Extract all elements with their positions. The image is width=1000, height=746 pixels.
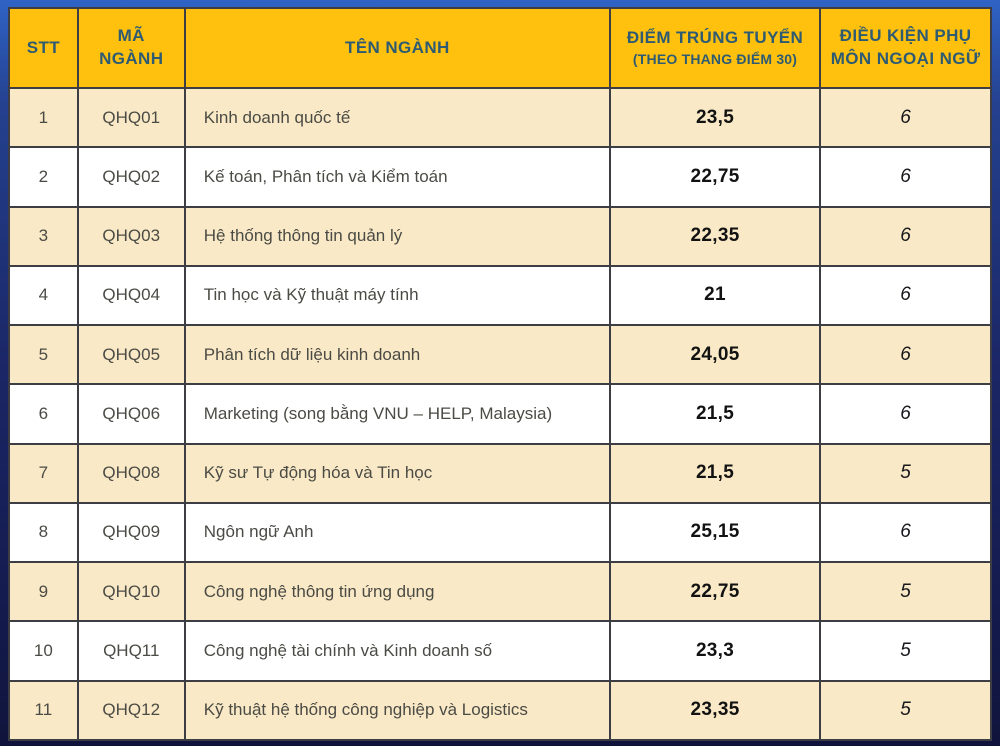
- cell-diem: 23,5: [608, 86, 822, 149]
- col-header-diem-line2: (THEO THANG ĐIỂM 30): [632, 51, 798, 68]
- cell-ten-nganh: Marketing (song bằng VNU – HELP, Malaysi…: [183, 383, 611, 445]
- table-row: 2 QHQ02 Kế toán, Phân tích và Kiểm toán …: [8, 146, 992, 208]
- cell-dieu-kien: 5: [819, 561, 992, 623]
- cell-stt: 6: [8, 383, 79, 445]
- cell-ten-nganh: Hệ thống thông tin quản lý: [183, 205, 611, 267]
- cell-diem: 23,3: [608, 620, 822, 682]
- table-row: 10 QHQ11 Công nghệ tài chính và Kinh doa…: [8, 620, 992, 682]
- cell-dieu-kien: 6: [819, 264, 992, 327]
- col-header-dieu-kien-phu: ĐIỀU KIỆN PHỤ MÔN NGOẠI NGỮ: [819, 7, 992, 89]
- cell-ma-nganh: QHQ02: [76, 146, 186, 208]
- table-row: 7 QHQ08 Kỹ sư Tự động hóa và Tin học 21,…: [8, 442, 992, 504]
- col-header-diem-line1: ĐIỂM TRÚNG TUYỂN: [626, 28, 804, 48]
- header-row: STT MÃ NGÀNH TÊN NGÀNH ĐIỂM TRÚNG TUYỂN …: [8, 7, 992, 89]
- cell-diem: 23,35: [608, 679, 822, 742]
- cell-ma-nganh: QHQ05: [76, 324, 186, 386]
- table-row: 4 QHQ04 Tin học và Kỹ thuật máy tính 21 …: [8, 264, 992, 327]
- cell-ten-nganh: Kỹ thuật hệ thống công nghiệp và Logisti…: [183, 679, 611, 742]
- col-header-ma-nganh-line1: MÃ: [117, 26, 145, 46]
- cell-ma-nganh: QHQ12: [76, 679, 186, 742]
- cell-diem: 21,5: [608, 442, 822, 504]
- cell-stt: 8: [8, 501, 79, 564]
- cell-stt: 5: [8, 324, 79, 386]
- cell-ten-nganh: Kế toán, Phân tích và Kiểm toán: [183, 146, 611, 208]
- cell-ma-nganh: QHQ01: [76, 86, 186, 149]
- cell-stt: 10: [8, 620, 79, 682]
- admission-scores-table: STT MÃ NGÀNH TÊN NGÀNH ĐIỂM TRÚNG TUYỂN …: [8, 7, 992, 742]
- table-row: 3 QHQ03 Hệ thống thông tin quản lý 22,35…: [8, 205, 992, 267]
- cell-ten-nganh: Kỹ sư Tự động hóa và Tin học: [183, 442, 611, 504]
- cell-stt: 4: [8, 264, 79, 327]
- cell-stt: 1: [8, 86, 79, 149]
- cell-dieu-kien: 6: [819, 205, 992, 267]
- table-row: 5 QHQ05 Phân tích dữ liệu kinh doanh 24,…: [8, 324, 992, 386]
- cell-ten-nganh: Tin học và Kỹ thuật máy tính: [183, 264, 611, 327]
- table-row: 6 QHQ06 Marketing (song bằng VNU – HELP,…: [8, 383, 992, 445]
- col-header-ten-nganh: TÊN NGÀNH: [183, 7, 611, 89]
- table-row: 9 QHQ10 Công nghệ thông tin ứng dụng 22,…: [8, 561, 992, 623]
- cell-dieu-kien: 6: [819, 86, 992, 149]
- table-row: 8 QHQ09 Ngôn ngữ Anh 25,15 6: [8, 501, 992, 564]
- cell-ten-nganh: Kinh doanh quốc tế: [183, 86, 611, 149]
- cell-stt: 9: [8, 561, 79, 623]
- cell-stt: 11: [8, 679, 79, 742]
- cell-diem: 21: [608, 264, 822, 327]
- cell-diem: 21,5: [608, 383, 822, 445]
- cell-ma-nganh: QHQ04: [76, 264, 186, 327]
- cell-diem: 22,75: [608, 146, 822, 208]
- table-row: 1 QHQ01 Kinh doanh quốc tế 23,5 6: [8, 86, 992, 149]
- col-header-diem-trung-tuyen: ĐIỂM TRÚNG TUYỂN (THEO THANG ĐIỂM 30): [608, 7, 822, 89]
- cell-ten-nganh: Phân tích dữ liệu kinh doanh: [183, 324, 611, 386]
- col-header-stt-label: STT: [26, 37, 61, 57]
- cell-ten-nganh: Ngôn ngữ Anh: [183, 501, 611, 564]
- cell-dieu-kien: 6: [819, 383, 992, 445]
- cell-ma-nganh: QHQ11: [76, 620, 186, 682]
- cell-ma-nganh: QHQ09: [76, 501, 186, 564]
- cell-diem: 22,35: [608, 205, 822, 267]
- cell-ma-nganh: QHQ03: [76, 205, 186, 267]
- cell-ma-nganh: QHQ10: [76, 561, 186, 623]
- cell-ten-nganh: Công nghệ thông tin ứng dụng: [183, 561, 611, 623]
- cell-diem: 22,75: [608, 561, 822, 623]
- cell-dieu-kien: 5: [819, 442, 992, 504]
- cell-stt: 2: [8, 146, 79, 208]
- col-header-stt: STT: [8, 7, 79, 89]
- col-header-dieu-kien-line1: ĐIỀU KIỆN PHỤ: [839, 26, 972, 46]
- cell-ma-nganh: QHQ06: [76, 383, 186, 445]
- cell-dieu-kien: 6: [819, 501, 992, 564]
- table-row: 11 QHQ12 Kỹ thuật hệ thống công nghiệp v…: [8, 679, 992, 742]
- cell-ten-nganh: Công nghệ tài chính và Kinh doanh số: [183, 620, 611, 682]
- cell-diem: 24,05: [608, 324, 822, 386]
- cell-dieu-kien: 5: [819, 620, 992, 682]
- col-header-ma-nganh: MÃ NGÀNH: [76, 7, 186, 89]
- cell-diem: 25,15: [608, 501, 822, 564]
- cell-stt: 3: [8, 205, 79, 267]
- col-header-ten-nganh-label: TÊN NGÀNH: [345, 37, 450, 57]
- cell-dieu-kien: 6: [819, 146, 992, 208]
- col-header-ma-nganh-line2: NGÀNH: [99, 49, 164, 68]
- cell-ma-nganh: QHQ08: [76, 442, 186, 504]
- cell-dieu-kien: 6: [819, 324, 992, 386]
- col-header-dieu-kien-line2: MÔN NGOẠI NGỮ: [830, 49, 981, 68]
- cell-dieu-kien: 5: [819, 679, 992, 742]
- cell-stt: 7: [8, 442, 79, 504]
